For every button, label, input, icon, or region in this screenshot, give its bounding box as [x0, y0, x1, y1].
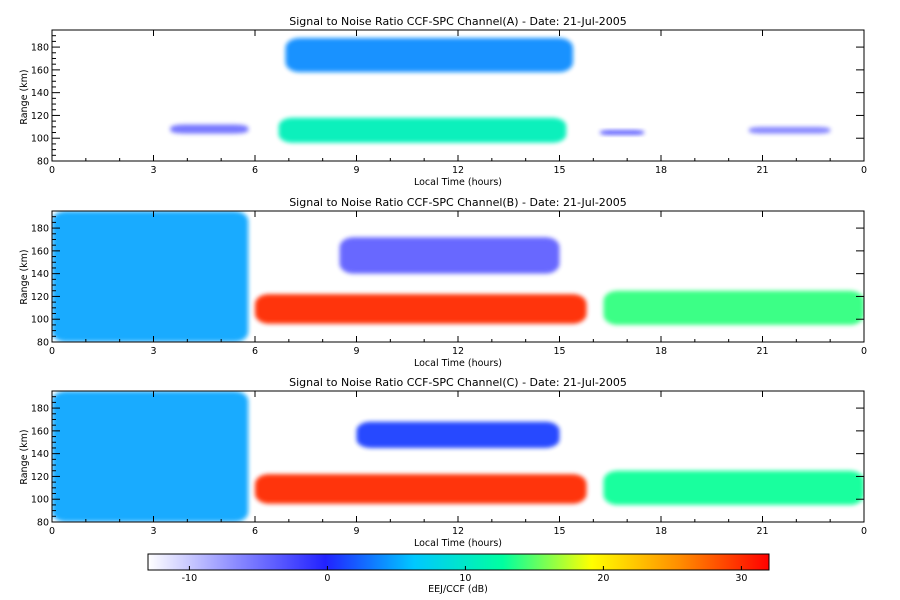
- x-tick-label: 15: [553, 165, 565, 176]
- x-tick-label: 0: [49, 346, 55, 357]
- x-tick-label: 18: [655, 165, 667, 176]
- echo-region: [356, 421, 560, 448]
- panel-b: Signal to Noise Ratio CCF-SPC Channel(B)…: [19, 196, 867, 369]
- echo-region: [52, 211, 249, 342]
- x-tick-label: 6: [252, 526, 258, 537]
- x-tick-label: 18: [655, 526, 667, 537]
- colorbar-tick-label: -10: [182, 573, 198, 584]
- y-tick-label: 120: [31, 111, 49, 122]
- echo-region: [52, 391, 249, 522]
- panel-a-xlabel: Local Time (hours): [414, 177, 502, 188]
- y-tick-label: 80: [37, 518, 49, 529]
- colorbar-ticks: -10 0 10 20 30: [182, 566, 747, 584]
- x-tick-label: 15: [553, 526, 565, 537]
- y-tick-label: 120: [31, 292, 49, 303]
- panel-a-ylabel: Range (km): [19, 69, 30, 124]
- x-tick-label: 12: [452, 165, 464, 176]
- panel-c-ylabel: Range (km): [19, 429, 30, 484]
- y-tick-label: 100: [31, 315, 49, 326]
- y-tick-label: 100: [31, 495, 49, 506]
- panel-c-xlabel: Local Time (hours): [414, 538, 502, 549]
- x-tick-label: 12: [452, 526, 464, 537]
- echo-region: [600, 130, 645, 135]
- x-tick-label: 21: [756, 346, 768, 357]
- x-tick-label: 0: [861, 526, 867, 537]
- y-tick-label: 80: [37, 338, 49, 349]
- colorbar-tick-label: 10: [459, 573, 471, 584]
- x-tick-label: 21: [756, 165, 768, 176]
- y-tick-label: 80: [37, 157, 49, 168]
- x-tick-label: 9: [353, 346, 359, 357]
- y-tick-label: 100: [31, 134, 49, 145]
- y-tick-label: 140: [31, 449, 49, 460]
- panel-c: Signal to Noise Ratio CCF-SPC Channel(C)…: [19, 376, 867, 549]
- colorbar-tick-label: 30: [735, 573, 747, 584]
- echo-region: [255, 474, 587, 504]
- x-tick-label: 9: [353, 165, 359, 176]
- y-tick-label: 160: [31, 65, 49, 76]
- x-tick-label: 0: [49, 526, 55, 537]
- y-tick-label: 140: [31, 269, 49, 280]
- panel-b-ylabel: Range (km): [19, 249, 30, 304]
- x-tick-label: 0: [861, 346, 867, 357]
- echo-region: [285, 37, 574, 73]
- y-tick-label: 160: [31, 426, 49, 437]
- y-tick-label: 120: [31, 472, 49, 483]
- y-tick-label: 140: [31, 88, 49, 99]
- colorbar-label: EEJ/CCF (dB): [428, 584, 488, 595]
- x-tick-label: 12: [452, 346, 464, 357]
- y-tick-label: 180: [31, 43, 49, 54]
- y-tick-label: 180: [31, 404, 49, 415]
- x-tick-label: 3: [150, 165, 156, 176]
- x-tick-label: 3: [150, 526, 156, 537]
- echo-region: [339, 237, 560, 274]
- panel-b-title: Signal to Noise Ratio CCF-SPC Channel(B)…: [289, 196, 627, 209]
- x-tick-label: 6: [252, 165, 258, 176]
- x-tick-label: 18: [655, 346, 667, 357]
- echo-region: [278, 117, 567, 143]
- colorbar-tick-label: 0: [324, 573, 330, 584]
- colorbar-gradient: [147, 553, 770, 571]
- echo-region: [170, 124, 249, 134]
- colorbar: -10 0 10 20 30 EEJ/CCF (dB): [147, 553, 770, 595]
- panel-a-title: Signal to Noise Ratio CCF-SPC Channel(A)…: [289, 15, 627, 28]
- x-tick-label: 3: [150, 346, 156, 357]
- colorbar-tick-label: 20: [597, 573, 609, 584]
- x-tick-label: 15: [553, 346, 565, 357]
- echo-region: [255, 294, 587, 324]
- y-tick-label: 160: [31, 246, 49, 257]
- x-tick-label: 0: [861, 165, 867, 176]
- x-tick-label: 9: [353, 526, 359, 537]
- panel-b-xlabel: Local Time (hours): [414, 358, 502, 369]
- echo-region: [603, 470, 864, 505]
- x-tick-label: 6: [252, 346, 258, 357]
- x-tick-label: 21: [756, 526, 768, 537]
- y-tick-label: 180: [31, 224, 49, 235]
- echo-region: [748, 126, 831, 134]
- panel-a: Signal to Noise Ratio CCF-SPC Channel(A)…: [19, 15, 867, 188]
- echo-region: [603, 290, 864, 325]
- x-tick-label: 0: [49, 165, 55, 176]
- panel-c-title: Signal to Noise Ratio CCF-SPC Channel(C)…: [289, 376, 627, 389]
